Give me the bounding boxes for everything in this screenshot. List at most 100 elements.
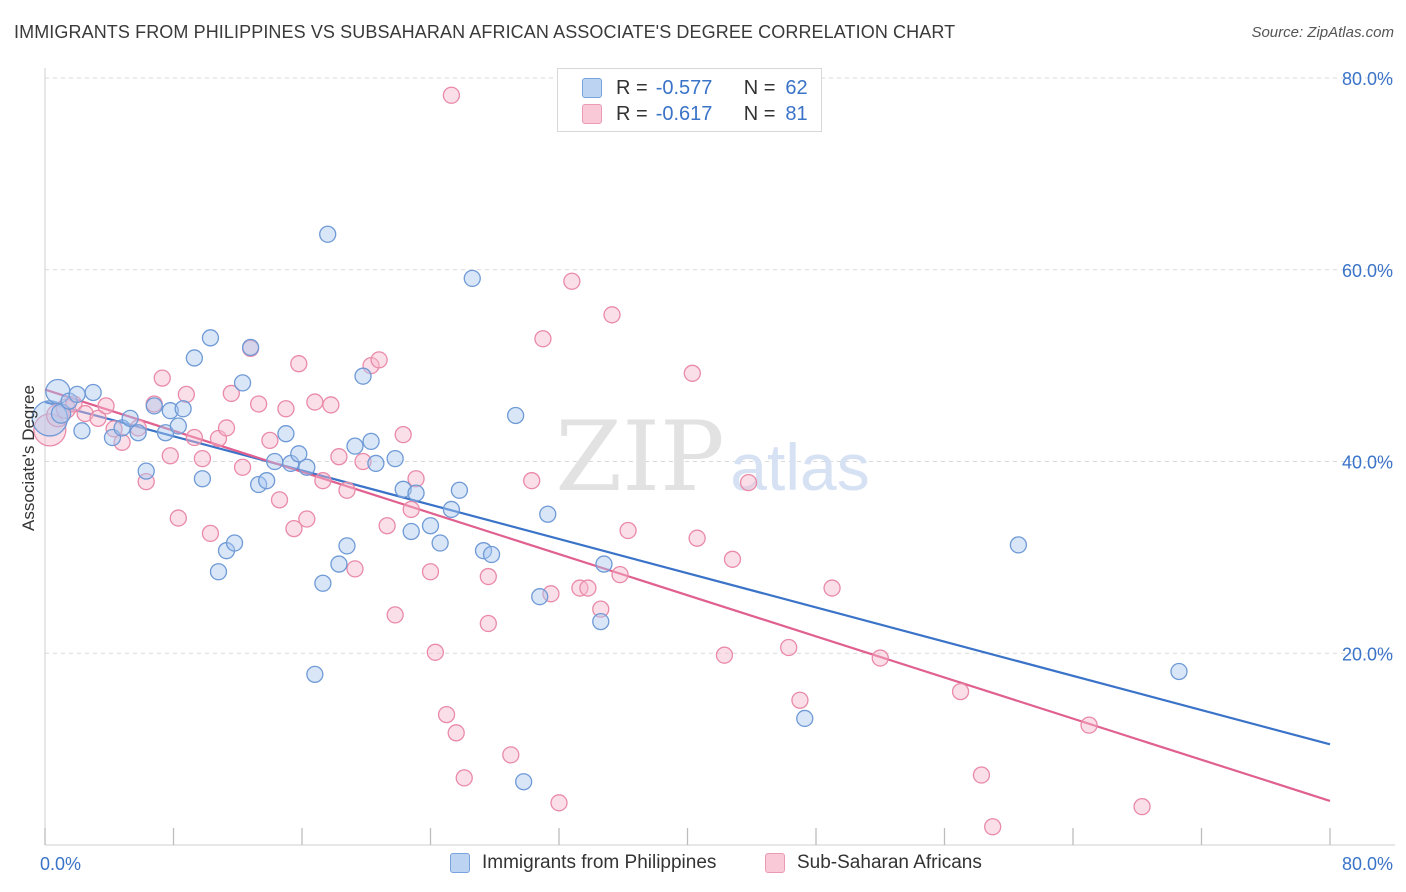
point-subsaharan [619, 521, 637, 540]
point-subsaharan [314, 472, 332, 490]
point-subsaharan [290, 355, 308, 373]
legend-label-subsaharan: Sub-Saharan Africans [797, 852, 982, 873]
point-subsaharan [233, 458, 252, 476]
point-philippines [442, 500, 461, 519]
point-subsaharan [1133, 798, 1151, 816]
blue-swatch-icon [450, 853, 470, 873]
point-subsaharan [76, 404, 94, 423]
point-subsaharan [611, 565, 629, 584]
legend-item-subsaharan[interactable]: Sub-Saharan Africans [765, 852, 982, 874]
point-philippines [298, 458, 316, 476]
point-philippines [209, 563, 228, 581]
point-philippines [266, 452, 284, 471]
point-subsaharan [378, 517, 396, 535]
trend-lines [44, 388, 1331, 802]
point-subsaharan [346, 560, 364, 578]
point-subsaharan [715, 646, 734, 664]
point-philippines [290, 445, 308, 463]
point-subsaharan [322, 396, 340, 414]
point-subsaharan [330, 448, 348, 466]
point-philippines [277, 425, 295, 443]
series-legend: Immigrants from Philippines Sub-Saharan … [0, 852, 1406, 876]
point-subsaharan [97, 397, 115, 415]
point-subsaharan [354, 452, 372, 471]
point-philippines [515, 773, 533, 791]
point-subsaharan [217, 419, 236, 437]
point-subsaharan [739, 473, 758, 492]
point-philippines [402, 522, 420, 541]
y-tick-label: 20.0% [1342, 644, 1393, 664]
point-philippines [421, 517, 440, 535]
point-philippines [796, 709, 814, 728]
y-tick-label: 60.0% [1342, 261, 1393, 281]
point-philippines [84, 383, 102, 402]
point-subsaharan [394, 426, 412, 444]
point-philippines [129, 424, 147, 442]
x-tick-label: 0.0% [40, 854, 81, 874]
point-philippines [201, 329, 220, 347]
point-philippines [225, 534, 244, 552]
source-note: Source: ZipAtlas.com [1251, 24, 1394, 41]
point-philippines [193, 470, 212, 488]
point-philippines [314, 574, 332, 592]
point-philippines [367, 454, 385, 473]
n-value: 62 [785, 76, 808, 99]
pink-swatch-icon [765, 853, 785, 873]
n-value: 81 [785, 102, 808, 125]
point-philippines [450, 481, 469, 499]
point-subsaharan [169, 509, 187, 527]
r-label: R = [616, 76, 648, 99]
point-philippines [68, 385, 86, 404]
point-philippines [362, 432, 380, 451]
point-subsaharan [277, 400, 295, 418]
point-subsaharan [479, 567, 497, 586]
point-philippines [386, 449, 404, 468]
point-subsaharan [437, 705, 456, 724]
point-subsaharan [426, 643, 444, 661]
r-value: -0.577 [655, 76, 713, 99]
point-philippines [394, 480, 412, 498]
chart-title: IMMIGRANTS FROM PHILIPPINES VS SUBSAHARA… [14, 22, 956, 42]
y-tick-label: 80.0% [1342, 69, 1393, 89]
point-subsaharan [592, 600, 610, 618]
point-subsaharan [285, 519, 303, 538]
point-subsaharan [502, 746, 520, 764]
legend-item-philippines[interactable]: Immigrants from Philippines [450, 852, 716, 874]
point-philippines [354, 367, 372, 385]
point-subsaharan [185, 428, 204, 447]
r-label: R = [616, 102, 648, 125]
point-philippines [73, 422, 91, 440]
point-philippines [1009, 536, 1028, 554]
data-points [31, 86, 1188, 836]
point-subsaharan [113, 433, 131, 451]
point-subsaharan [402, 500, 420, 519]
legend-label-philippines: Immigrants from Philippines [482, 852, 717, 873]
point-subsaharan [603, 306, 621, 324]
point-philippines [137, 462, 155, 480]
point-subsaharan [951, 682, 970, 701]
point-philippines [241, 338, 260, 357]
n-label: N = [743, 102, 776, 125]
point-subsaharan [261, 431, 279, 450]
point-philippines [506, 406, 525, 425]
point-subsaharan [386, 606, 404, 624]
pink-swatch-icon [582, 104, 602, 124]
watermark-zip: ZIP [555, 401, 724, 513]
point-subsaharan [550, 794, 568, 812]
point-subsaharan [723, 550, 742, 568]
point-subsaharan [871, 649, 889, 667]
point-subsaharan [688, 529, 706, 547]
point-subsaharan [270, 491, 289, 509]
point-subsaharan [249, 395, 268, 413]
point-philippines [306, 665, 324, 683]
point-philippines [407, 484, 425, 502]
point-subsaharan [683, 364, 701, 382]
point-philippines [463, 269, 481, 288]
point-philippines [431, 534, 449, 552]
point-subsaharan [153, 369, 171, 387]
point-subsaharan [407, 470, 425, 488]
y-tick-label: 40.0% [1342, 453, 1393, 473]
x-tick-label: 80.0% [1342, 854, 1393, 874]
point-subsaharan [823, 579, 841, 597]
